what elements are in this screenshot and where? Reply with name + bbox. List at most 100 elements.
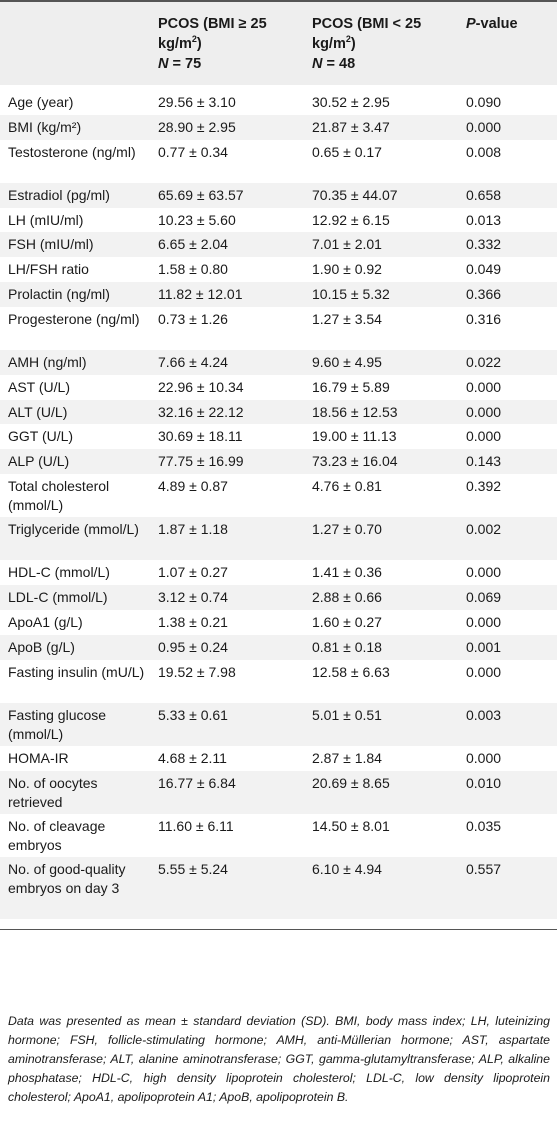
value-bmi-high: 30.69 ± 18.11 <box>158 428 243 445</box>
row-label: LH/FSH ratio <box>8 261 89 278</box>
value-bmi-high: 19.52 ± 7.98 <box>158 663 236 680</box>
p-value: 0.316 <box>466 310 502 327</box>
value-bmi-high: 1.87 ± 1.18 <box>158 521 228 538</box>
row-label: Triglyceride (mmol/L) <box>8 521 139 538</box>
value-bmi-high: 28.90 ± 2.95 <box>158 118 236 135</box>
table-row: LDL-C (mmol/L) 3.12 ± 0.74 2.88 ± 0.66 0.06… <box>0 585 557 610</box>
table-row: GGT (U/L) 30.69 ± 18.11 19.00 ± 11.13 0.000 <box>0 424 557 449</box>
value-bmi-low: 1.90 ± 0.92 <box>312 261 382 278</box>
table-row: Fasting insulin (mU/L) 19.52 ± 7.98 12.58 … <box>0 660 557 703</box>
row-label: No. of good-quality embryos on day 3 <box>8 861 126 897</box>
p-value: 0.000 <box>466 403 502 420</box>
table-row: Estradiol (pg/ml) 65.69 ± 63.57 70.35 ± 44… <box>0 182 557 208</box>
row-label: HOMA-IR <box>8 750 69 766</box>
header-bmi-high-unit: kg/m <box>158 36 192 52</box>
row-label: Estradiol (pg/ml) <box>8 186 110 203</box>
row-label: No. of cleavage embryos <box>8 818 106 853</box>
table-row: ApoB (g/L) 0.95 ± 0.24 0.81 ± 0.18 0.001 <box>0 634 557 660</box>
table-row: Age (year) 29.56 ± 3.10 30.52 ± 2.95 0.090 <box>0 90 557 115</box>
value-bmi-high: 0.95 ± 0.24 <box>158 638 228 655</box>
value-bmi-high: 5.55 ± 5.24 <box>158 861 228 878</box>
table-row: Fasting glucose (mmol/L) 5.33 ± 0.61 5.01 … <box>0 702 557 746</box>
header-bmi-high-paren: ) <box>196 36 202 52</box>
table-row: ALT (U/L) 32.16 ± 22.12 18.56 ± 12.53 0.000 <box>0 399 557 425</box>
row-label: ALT (U/L) <box>8 403 68 420</box>
value-bmi-high: 4.89 ± 0.87 <box>158 478 228 494</box>
value-bmi-low: 0.81 ± 0.18 <box>312 638 382 655</box>
value-bmi-high: 77.75 ± 16.99 <box>158 453 244 470</box>
value-bmi-high: 16.77 ± 6.84 <box>158 774 236 791</box>
value-bmi-high: 11.60 ± 6.11 <box>158 818 234 834</box>
value-bmi-high: 0.77 ± 0.34 <box>158 143 228 160</box>
row-label: LH (mIU/ml) <box>8 211 84 228</box>
row-label: No. of oocytes retrieved <box>8 774 98 810</box>
value-bmi-low: 73.23 ± 16.04 <box>312 453 398 470</box>
value-bmi-high: 5.33 ± 0.61 <box>158 706 228 723</box>
value-bmi-low: 12.58 ± 6.63 <box>312 663 390 680</box>
row-label: Age (year) <box>8 94 74 110</box>
p-value: 0.010 <box>466 774 502 791</box>
value-bmi-high: 32.16 ± 22.12 <box>158 403 244 420</box>
value-bmi-high: 10.23 ± 5.60 <box>158 211 236 228</box>
value-bmi-low: 21.87 ± 3.47 <box>312 118 390 135</box>
bottom-rule <box>0 929 557 931</box>
value-bmi-low: 30.52 ± 2.95 <box>312 94 390 110</box>
p-value: 0.002 <box>466 521 502 538</box>
table-row: Progesterone (ng/ml) 0.73 ± 1.26 1.27 ± 3.… <box>0 307 557 350</box>
p-value: 0.000 <box>466 564 502 581</box>
row-label: HDL-C (mmol/L) <box>8 564 110 581</box>
value-bmi-low: 12.92 ± 6.15 <box>312 211 390 228</box>
table-row: HOMA-IR 4.68 ± 2.11 2.87 ± 1.84 0.000 <box>0 746 557 771</box>
p-value: 0.000 <box>466 378 502 395</box>
value-bmi-low: 1.27 ± 3.54 <box>312 310 382 327</box>
value-bmi-low: 2.87 ± 1.84 <box>312 750 382 766</box>
row-label: ApoB (g/L) <box>8 638 75 655</box>
header-bmi-high-n-label: N <box>158 56 169 72</box>
p-value: 0.392 <box>466 478 502 494</box>
value-bmi-low: 1.60 ± 0.27 <box>312 614 382 630</box>
value-bmi-low: 4.76 ± 0.81 <box>312 478 382 494</box>
p-value: 0.143 <box>466 453 502 470</box>
row-label: GGT (U/L) <box>8 428 74 445</box>
row-label: Progesterone (ng/ml) <box>8 310 140 327</box>
p-value: 0.049 <box>466 261 502 278</box>
table-row: No. of oocytes retrieved 16.77 ± 6.84 20.6… <box>0 770 557 814</box>
row-label: Testosterone (ng/ml) <box>8 143 136 160</box>
table-row: Total cholesterol (mmol/L) 4.89 ± 0.87 4.7… <box>0 474 557 517</box>
p-value: 0.000 <box>466 614 502 630</box>
header-bmi-low-paren: ) <box>350 36 356 52</box>
row-label: ApoA1 (g/L) <box>8 614 83 630</box>
value-bmi-high: 1.07 ± 0.27 <box>158 564 228 581</box>
p-value: 0.000 <box>466 118 502 135</box>
header-bmi-high-sup: 2 <box>191 34 197 45</box>
table-footnote: Data was presented as mean ± standard de… <box>8 1014 550 1104</box>
value-bmi-low: 20.69 ± 8.65 <box>312 774 390 791</box>
value-bmi-low: 5.01 ± 0.51 <box>312 706 382 723</box>
p-value: 0.658 <box>466 186 502 203</box>
header-p-rest: -value <box>475 16 518 32</box>
value-bmi-low: 7.01 ± 2.01 <box>312 236 382 253</box>
p-value: 0.332 <box>466 236 502 253</box>
value-bmi-high: 1.58 ± 0.80 <box>158 261 228 278</box>
value-bmi-low: 1.27 ± 0.70 <box>312 521 382 538</box>
value-bmi-low: 10.15 ± 5.32 <box>312 286 390 302</box>
value-bmi-low: 18.56 ± 12.53 <box>312 403 398 420</box>
table-row: Testosterone (ng/ml) 0.77 ± 0.34 0.65 ± 0.… <box>0 140 557 183</box>
value-bmi-low: 1.41 ± 0.36 <box>312 564 382 581</box>
value-bmi-high: 1.38 ± 0.21 <box>158 614 228 630</box>
value-bmi-high: 4.68 ± 2.11 <box>158 750 227 766</box>
header-p-value: P-value <box>466 14 518 34</box>
p-value: 0.000 <box>466 663 502 680</box>
row-label: BMI (kg/m²) <box>8 118 82 135</box>
value-bmi-high: 29.56 ± 3.10 <box>158 94 236 110</box>
header-bmi-high-n-value: = 75 <box>168 56 202 72</box>
table-row: LH/FSH ratio 1.58 ± 0.80 1.90 ± 0.92 0.049 <box>0 257 557 282</box>
value-bmi-low: 9.60 ± 4.95 <box>312 354 382 370</box>
p-value: 0.013 <box>466 211 502 228</box>
table-row: AST (U/L) 22.96 ± 10.34 16.79 ± 5.89 0.000 <box>0 375 557 400</box>
table-row: No. of good-quality embryos on day 3 5.55… <box>0 857 557 920</box>
value-bmi-high: 6.65 ± 2.04 <box>158 236 228 253</box>
row-label: FSH (mIU/ml) <box>8 236 94 253</box>
table-header: PCOS (BMI ≥ 25 kg/m2) N = 75 PCOS (BMI <… <box>0 0 557 85</box>
header-bmi-low-n-label: N <box>312 56 323 72</box>
